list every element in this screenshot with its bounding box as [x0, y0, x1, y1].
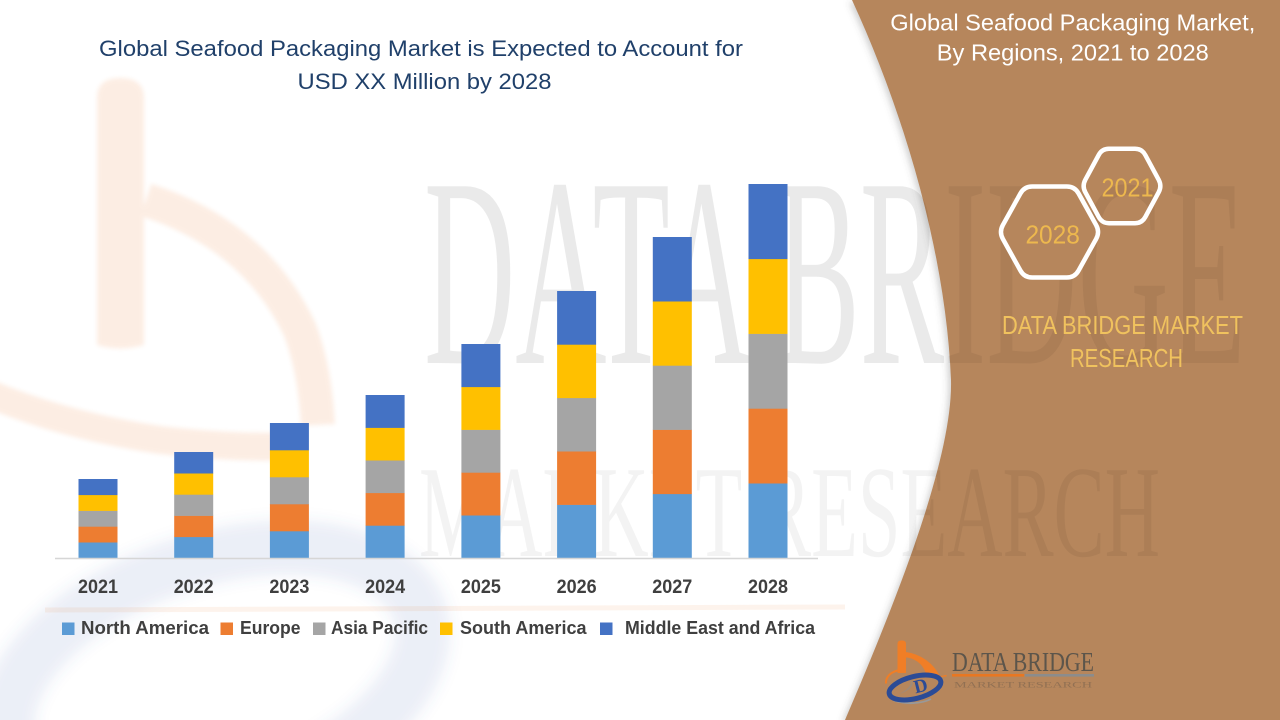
svg-text:MARKET RESEARCH: MARKET RESEARCH: [954, 681, 1092, 690]
svg-text:RESEARCH: RESEARCH: [1070, 343, 1183, 373]
svg-text:USD XX Million by 2028: USD XX Million by 2028: [298, 69, 552, 94]
svg-text:2024: 2024: [365, 577, 405, 598]
svg-text:Middle East and Africa: Middle East and Africa: [625, 618, 816, 638]
svg-text:Global Seafood Packaging Marke: Global Seafood Packaging Market,: [890, 10, 1255, 36]
svg-text:D: D: [912, 675, 930, 699]
svg-text:2025: 2025: [461, 577, 501, 598]
svg-text:DATA BRIDGE: DATA BRIDGE: [952, 647, 1094, 677]
svg-text:DATA BRIDGE MARKET: DATA BRIDGE MARKET: [1002, 310, 1243, 340]
svg-text:2028: 2028: [1025, 219, 1080, 249]
svg-text:2021: 2021: [78, 577, 118, 598]
svg-text:Europe: Europe: [240, 618, 301, 638]
svg-text:2028: 2028: [748, 577, 788, 598]
svg-text:North America: North America: [81, 618, 210, 638]
svg-text:Global Seafood Packaging Marke: Global Seafood Packaging Market is Expec…: [99, 36, 743, 61]
svg-text:2022: 2022: [174, 577, 214, 598]
svg-text:2026: 2026: [557, 577, 597, 598]
svg-text:2027: 2027: [652, 577, 692, 598]
svg-text:South America: South America: [460, 618, 587, 638]
svg-text:By Regions, 2021 to 2028: By Regions, 2021 to 2028: [937, 40, 1209, 66]
svg-text:2023: 2023: [269, 577, 309, 598]
svg-text:2021: 2021: [1102, 173, 1154, 203]
svg-text:Asia Pacific: Asia Pacific: [331, 618, 428, 638]
